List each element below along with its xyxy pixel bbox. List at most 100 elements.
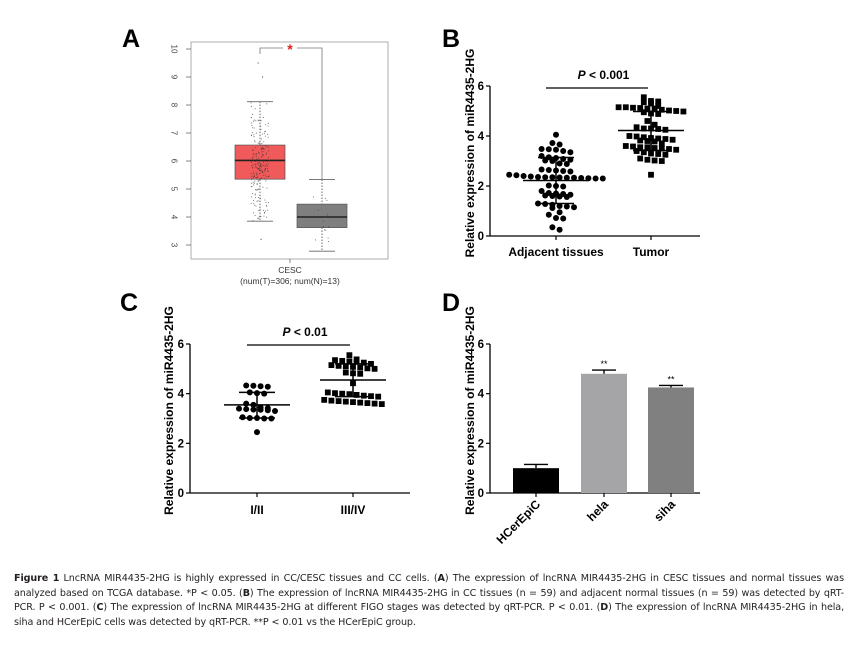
data-point xyxy=(261,138,263,140)
data-point xyxy=(265,145,267,147)
data-point xyxy=(655,151,662,157)
data-point xyxy=(648,100,654,107)
panel-label-c: C xyxy=(120,289,138,317)
series-0 xyxy=(224,382,290,436)
y-tick-label-4: 4 xyxy=(478,131,485,143)
data-point xyxy=(251,196,253,198)
data-point xyxy=(255,153,257,155)
data-point xyxy=(556,193,563,200)
caption-part-text-a: The expression of lncRNA MIR4435-2HG in … xyxy=(14,573,844,599)
data-point xyxy=(252,167,254,169)
data-point xyxy=(253,174,255,176)
data-point xyxy=(669,136,676,143)
data-point xyxy=(253,203,255,205)
y-tick-label-0: 0 xyxy=(478,488,484,500)
bar-group-siha: ** xyxy=(648,374,694,493)
data-point xyxy=(250,173,252,175)
caption-part-label-a: A xyxy=(437,573,445,584)
data-point xyxy=(325,229,327,231)
data-point xyxy=(251,124,253,127)
data-point xyxy=(328,397,335,404)
data-point xyxy=(549,140,556,146)
data-point xyxy=(364,365,371,372)
data-point xyxy=(364,400,371,407)
data-point xyxy=(651,145,658,151)
data-point xyxy=(560,168,567,174)
data-point xyxy=(251,186,253,188)
y-axis-label: Relative expression of miR4435-2HG xyxy=(162,306,176,515)
data-point xyxy=(328,362,335,369)
caption-part-text-b: The expression of lncRNA MIR4435-2HG in … xyxy=(14,587,844,614)
data-point xyxy=(261,142,263,145)
data-point xyxy=(256,173,258,175)
data-point xyxy=(272,408,278,415)
y-tick-label-3: 3 xyxy=(170,243,179,248)
data-point xyxy=(265,153,267,155)
data-point xyxy=(256,176,258,179)
y-tick-label-7: 7 xyxy=(170,131,179,136)
y-axis-label: Relative expression of miR4435-2HG xyxy=(463,49,477,258)
data-point xyxy=(258,142,260,144)
data-point xyxy=(257,406,264,413)
data-point xyxy=(267,165,269,167)
data-point xyxy=(326,199,328,201)
data-point xyxy=(350,399,356,406)
data-point xyxy=(666,146,672,152)
y-tick-label-4: 4 xyxy=(478,389,485,401)
data-point xyxy=(258,120,260,122)
data-point xyxy=(253,127,255,129)
data-point xyxy=(644,144,651,151)
data-point xyxy=(267,210,269,212)
caption-part-text-d: The expression of lncRNA MIR4435-2HG in … xyxy=(14,602,845,628)
data-point xyxy=(592,175,599,182)
data-point xyxy=(252,131,254,134)
significance-marker: * xyxy=(287,41,293,57)
data-point xyxy=(263,178,265,180)
data-point xyxy=(267,168,269,170)
data-point xyxy=(261,145,263,147)
data-point xyxy=(357,364,364,371)
data-point xyxy=(637,155,644,162)
data-point xyxy=(326,214,328,216)
data-point xyxy=(252,149,254,151)
data-point xyxy=(637,137,644,144)
data-point xyxy=(651,121,658,128)
data-point xyxy=(324,229,326,231)
data-point xyxy=(252,181,254,183)
data-point xyxy=(261,159,263,161)
data-point xyxy=(259,164,261,167)
data-point xyxy=(257,189,259,191)
data-point xyxy=(360,359,367,366)
data-point xyxy=(261,169,263,171)
data-point xyxy=(252,220,254,222)
data-point xyxy=(259,169,261,171)
data-point xyxy=(262,209,265,211)
box-group-normal xyxy=(296,179,348,252)
data-point xyxy=(253,134,255,136)
data-point xyxy=(353,392,360,398)
data-point xyxy=(257,142,259,144)
data-point xyxy=(262,172,264,174)
data-point xyxy=(549,224,556,231)
data-point xyxy=(312,196,314,198)
data-point xyxy=(252,149,254,152)
data-point xyxy=(250,105,252,107)
data-point xyxy=(253,119,256,121)
data-point xyxy=(250,202,252,204)
data-point xyxy=(255,205,257,207)
x-tick-label-1: hela xyxy=(584,497,611,524)
data-point xyxy=(332,390,338,397)
data-point xyxy=(261,153,263,156)
data-point xyxy=(261,171,263,173)
caption-title: LncRNA MIR4435-2HG is highly expressed i… xyxy=(63,573,430,584)
data-point xyxy=(263,211,265,213)
y-axis-label: Relative expression of miR4435-2HG xyxy=(463,306,477,515)
series-0 xyxy=(506,131,606,233)
data-point xyxy=(545,146,552,153)
y-tick-label-0: 0 xyxy=(178,488,184,500)
data-point xyxy=(549,205,556,211)
y-tick-label-6: 6 xyxy=(170,159,179,164)
data-point xyxy=(651,138,658,145)
data-point xyxy=(342,363,349,370)
